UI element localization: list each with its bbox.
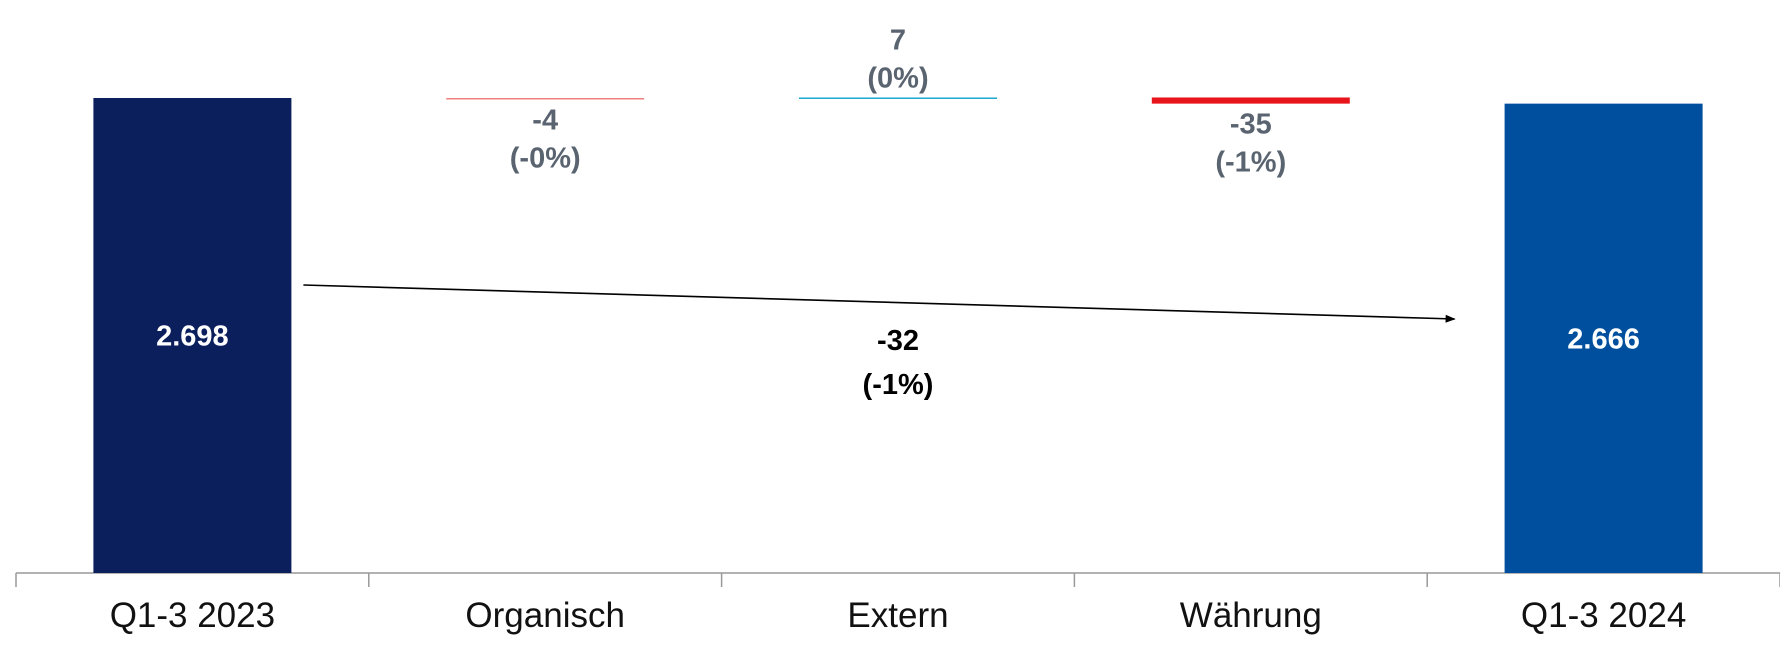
x-tick-label: Extern	[847, 596, 948, 635]
x-tick-label: Organisch	[465, 596, 625, 635]
data-label: 7	[890, 24, 906, 56]
data-label-percent: (0%)	[867, 62, 928, 94]
x-tick-label: Q1-3 2023	[110, 596, 275, 635]
data-label-percent: (-0%)	[510, 143, 581, 175]
data-label: 2.698	[156, 321, 229, 353]
change-value-label: -32	[877, 325, 919, 357]
data-label: -35	[1230, 109, 1272, 141]
bar-währung	[1151, 97, 1350, 104]
labels-group: Q1-3 2023 2.698 Organisch -4 (-0%) Extern 7 (0%…	[110, 24, 1687, 635]
change-arrow	[303, 284, 1456, 323]
data-label: -4	[532, 105, 558, 137]
bars-group	[93, 97, 1703, 574]
bar-q1-3-2023	[93, 98, 292, 573]
bar-q1-3-2024	[1504, 103, 1703, 574]
bar-organisch	[446, 98, 645, 100]
bar-extern	[799, 97, 997, 99]
x-tick-label: Q1-3 2024	[1521, 596, 1686, 635]
x-tick-label: Währung	[1180, 596, 1322, 635]
change-arrow-group: -32 (-1%)	[303, 284, 1456, 401]
data-label: 2.666	[1567, 323, 1640, 355]
x-axis-ticks	[15, 573, 1780, 587]
change-percent-label: (-1%)	[863, 369, 934, 401]
data-label-percent: (-1%)	[1215, 147, 1286, 179]
